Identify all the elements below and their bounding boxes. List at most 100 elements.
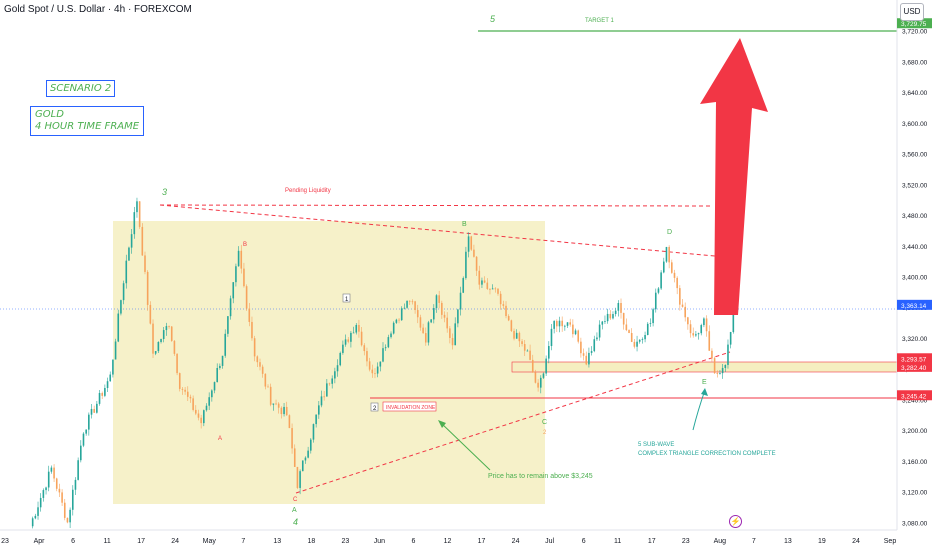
candle-body [248, 308, 251, 322]
x-tick-label: 23 [341, 538, 349, 545]
x-tick-label: 13 [784, 538, 792, 545]
candle-body [713, 358, 716, 374]
candle-body [403, 307, 406, 309]
candle-body [556, 320, 558, 327]
candle-body [77, 460, 79, 480]
candle-body [711, 350, 713, 359]
candle-body [654, 292, 657, 310]
candle-body [473, 249, 475, 257]
candle-body [561, 320, 563, 327]
candle-body [342, 344, 344, 353]
candle-body [593, 339, 596, 352]
x-tick-label: 23 [1, 538, 9, 545]
wave-a-sub-label: A [218, 436, 222, 442]
wave-b-sub-label: B [243, 242, 247, 248]
candle-body [390, 333, 392, 338]
candle-body [443, 314, 446, 318]
y-tick-label: 3,120.00 [902, 490, 928, 497]
candle-body [130, 234, 133, 248]
candle-body [430, 319, 432, 323]
candle-body [301, 460, 304, 472]
y-tick-label: 3,560.00 [902, 152, 928, 159]
candle-body [334, 371, 336, 379]
candle-body [114, 341, 117, 360]
y-tick-label: 3,680.00 [902, 59, 928, 66]
candle-body [609, 313, 612, 319]
candle-body [564, 325, 566, 327]
target-label: TARGET 1 [585, 18, 614, 24]
candle-body [566, 322, 569, 326]
price-tag-label: 3,245.42 [901, 393, 927, 400]
candle-body [499, 293, 502, 305]
candle-body [178, 373, 181, 389]
candle-body [93, 408, 95, 413]
candle-body [61, 492, 63, 503]
candle-body [269, 386, 272, 405]
candle-body [454, 323, 457, 346]
price-axis: 3,080.00 3,120.00 3,160.00 3,200.00 3,240.00… [896, 0, 932, 550]
candle-body [34, 515, 37, 519]
candle-body [88, 414, 90, 430]
candle-body [424, 333, 427, 343]
candle-body [304, 457, 307, 461]
x-tick-label: 18 [307, 538, 315, 545]
candle-body [620, 303, 622, 313]
candle-body [719, 373, 721, 374]
invalidation-zone-label: INVALIDATION ZONE [386, 405, 436, 411]
candle-body [662, 261, 665, 273]
candle-body [614, 310, 617, 315]
candle-body [395, 319, 398, 323]
candle-body [507, 316, 510, 321]
x-tick-label: 7 [752, 538, 756, 545]
triangle-lower-trendline [295, 351, 731, 494]
candle-body [625, 324, 628, 331]
currency-button[interactable]: USD [900, 3, 924, 21]
candle-body [422, 327, 424, 334]
x-tick-label: 13 [273, 538, 281, 545]
candle-body [697, 333, 700, 335]
candle-body [451, 338, 454, 346]
candle-body [716, 373, 719, 374]
candle-body [203, 410, 205, 424]
candle-body [232, 282, 235, 299]
x-tick-label: Sep [884, 538, 897, 545]
candle-body [109, 374, 112, 382]
candle-body [82, 433, 85, 446]
candle-body [326, 383, 328, 397]
candle-body [125, 260, 128, 284]
candle-body [216, 368, 218, 383]
price-tag [897, 299, 932, 310]
pending-liquidity-label: Pending Liquidity [285, 188, 331, 194]
candle-body [700, 325, 703, 334]
candle-body [679, 288, 681, 305]
x-tick-label: Apr [34, 538, 46, 545]
candle-body [136, 201, 138, 213]
wave-5-label: 5 [490, 14, 496, 24]
candle-body [39, 497, 42, 508]
candle-body [558, 320, 561, 327]
candle-body [721, 367, 724, 374]
candle-body [251, 321, 253, 339]
candle-body [355, 324, 358, 333]
candle-body [534, 372, 537, 383]
x-tick-label: 7 [241, 538, 245, 545]
candle-body [352, 332, 355, 334]
flash-icon[interactable]: ⚡ [729, 515, 742, 528]
candle-body [31, 518, 34, 527]
candle-body [382, 348, 384, 362]
candle-body [729, 332, 732, 345]
candle-body [344, 339, 347, 345]
candle-body [227, 316, 229, 334]
candle-body [47, 471, 50, 488]
candle-body [523, 344, 526, 351]
candle-body [668, 246, 670, 263]
candle-body [197, 413, 200, 418]
y-tick-label: 3,160.00 [902, 459, 928, 466]
triangle-upper-trendline [159, 204, 737, 259]
candle-body [69, 509, 71, 523]
candle-body [133, 212, 136, 235]
candle-body [467, 236, 470, 252]
candle-body [622, 312, 625, 325]
candle-body [684, 306, 686, 318]
